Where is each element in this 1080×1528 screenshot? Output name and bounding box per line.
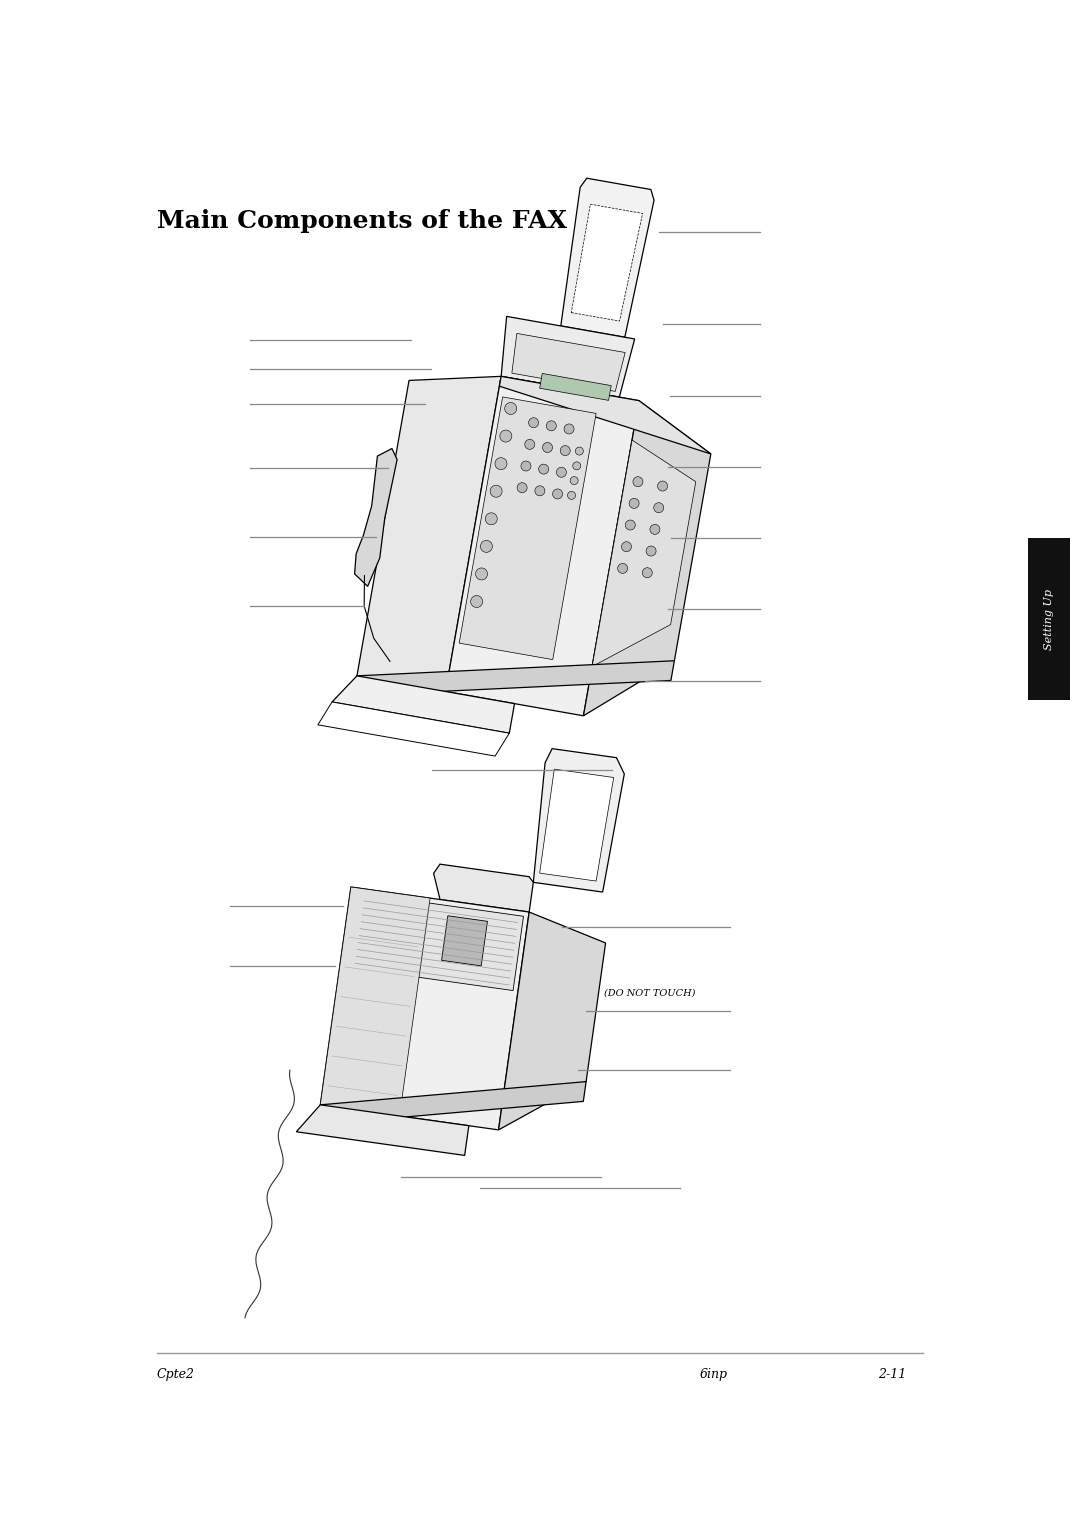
Polygon shape: [321, 886, 529, 1129]
Text: Setting Up: Setting Up: [1044, 588, 1054, 649]
Polygon shape: [592, 440, 696, 666]
Circle shape: [525, 440, 535, 449]
Polygon shape: [321, 886, 430, 1115]
Circle shape: [556, 468, 566, 477]
Circle shape: [625, 520, 635, 530]
Polygon shape: [442, 915, 487, 966]
Circle shape: [517, 483, 527, 492]
Circle shape: [570, 477, 578, 484]
Circle shape: [576, 448, 583, 455]
Circle shape: [646, 545, 656, 556]
Polygon shape: [499, 376, 711, 454]
Circle shape: [561, 446, 570, 455]
Polygon shape: [571, 205, 643, 321]
Circle shape: [500, 429, 512, 442]
Circle shape: [528, 417, 539, 428]
Polygon shape: [561, 179, 654, 338]
Circle shape: [653, 503, 664, 513]
Circle shape: [568, 492, 576, 500]
Circle shape: [521, 461, 531, 471]
Circle shape: [471, 596, 483, 608]
Polygon shape: [318, 701, 510, 756]
Circle shape: [495, 458, 507, 469]
Polygon shape: [332, 675, 514, 733]
Circle shape: [618, 564, 627, 573]
Circle shape: [564, 423, 575, 434]
Text: Main Components of the FAX: Main Components of the FAX: [157, 209, 567, 232]
Polygon shape: [353, 660, 674, 695]
Polygon shape: [540, 373, 611, 400]
Circle shape: [658, 481, 667, 490]
Circle shape: [539, 465, 549, 474]
Circle shape: [643, 568, 652, 578]
Text: 2-11: 2-11: [878, 1368, 906, 1381]
Polygon shape: [296, 1105, 469, 1155]
Polygon shape: [350, 894, 524, 990]
Bar: [1028, 538, 1070, 700]
Polygon shape: [318, 1082, 586, 1125]
Circle shape: [490, 486, 502, 497]
Polygon shape: [583, 400, 711, 715]
Circle shape: [475, 568, 487, 581]
Polygon shape: [433, 865, 534, 912]
Circle shape: [504, 402, 516, 414]
Text: 6inp: 6inp: [700, 1368, 728, 1381]
Circle shape: [572, 461, 581, 469]
Circle shape: [481, 541, 492, 553]
Polygon shape: [459, 397, 596, 660]
Polygon shape: [357, 376, 501, 692]
Text: Cpte2: Cpte2: [157, 1368, 195, 1381]
Circle shape: [650, 524, 660, 535]
Polygon shape: [446, 376, 639, 715]
Circle shape: [633, 477, 643, 487]
Polygon shape: [534, 749, 624, 892]
Polygon shape: [354, 449, 397, 587]
Circle shape: [546, 420, 556, 431]
Circle shape: [535, 486, 544, 495]
Polygon shape: [540, 769, 613, 882]
Text: (DO NOT TOUCH): (DO NOT TOUCH): [604, 989, 694, 998]
Circle shape: [542, 443, 553, 452]
Circle shape: [553, 489, 563, 500]
Polygon shape: [499, 912, 606, 1129]
Circle shape: [621, 542, 632, 552]
Polygon shape: [512, 333, 625, 391]
Circle shape: [485, 513, 497, 524]
Circle shape: [630, 498, 639, 509]
Polygon shape: [501, 316, 635, 397]
